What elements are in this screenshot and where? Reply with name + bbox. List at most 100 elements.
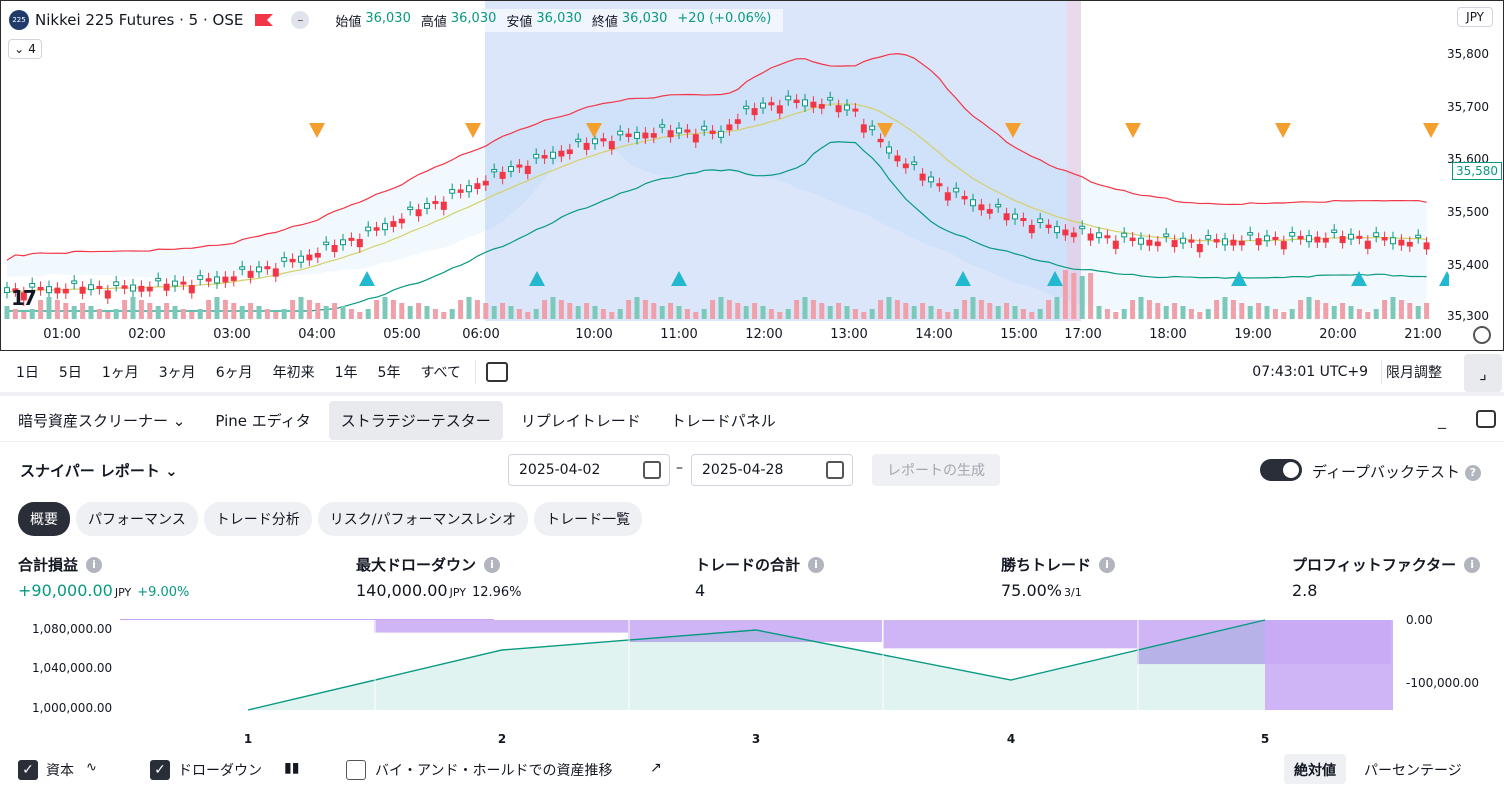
volume-bar [88,306,94,319]
symbol-legend: 225 Nikkei 225 Futures · 5 · OSE – 始値 36,… [9,7,784,33]
candle-body [449,189,456,194]
report-title[interactable]: スナイパー レポート ⌄ [20,462,178,480]
last-price-badge: 35,580 [1452,162,1502,180]
candle-body [482,180,489,186]
settings-gear-icon[interactable] [1473,326,1491,344]
candle-body [1222,238,1228,246]
volume-bar [1415,306,1421,319]
collapse-panel-icon[interactable]: ⌟ [1464,354,1502,392]
drawdown-checkbox[interactable]: ✓ [150,760,170,780]
volume-bar [29,309,35,319]
volume-bar [1205,309,1211,319]
tab-crypto-screener[interactable]: 暗号資産スクリーナー ⌄ [18,412,186,430]
date-separator: – [676,460,683,476]
chart-pane[interactable]: 225 Nikkei 225 Futures · 5 · OSE – 始値 36,… [0,0,1504,351]
volume-bar [1356,309,1362,319]
candle-body [62,288,69,294]
volume-bar [710,300,716,319]
candle-body [1012,213,1018,220]
minimize-icon[interactable]: _ [1438,410,1446,429]
range-3m[interactable]: 3ヶ月 [158,365,196,381]
buy-signal-marker [955,271,971,286]
volume-bar [1323,303,1329,319]
candle-body [768,102,775,106]
volume-bar [348,309,354,319]
subtab-risk-ratios[interactable]: リスク/パフォーマンスレシオ [317,502,529,536]
currency-button[interactable]: JPY [1457,7,1493,27]
indicator-collapse-button[interactable]: ⌄ 4 [8,39,42,59]
date-from-input[interactable]: 2025-04-02 [508,454,670,486]
range-all[interactable]: すべて [420,365,461,381]
tab-strategy-tester[interactable]: ストラテジーテスター [328,401,503,440]
price-label: 35,700 [1447,100,1489,114]
help-icon[interactable]: i [1099,556,1116,573]
minus-icon[interactable]: – [291,11,310,29]
maximize-icon[interactable] [1476,410,1496,428]
subtab-trade-list[interactable]: トレード一覧 [534,502,643,536]
candle-body [718,130,724,138]
range-ytd[interactable]: 年初来 [272,365,315,381]
help-icon[interactable]: ? [1464,464,1481,481]
volume-bar [172,306,178,319]
candle-body [1087,233,1094,241]
volume-bar [1155,303,1161,319]
percentage-button[interactable]: パーセンテージ [1364,763,1462,779]
range-5d[interactable]: 5日 [58,365,82,381]
help-icon[interactable]: i [484,556,501,573]
volume-bar [676,306,682,319]
equity-checkbox[interactable]: ✓ [18,760,38,780]
calendar-icon[interactable] [485,362,508,382]
tab-replay-trade[interactable]: リプレイトレード [520,412,641,430]
range-5y[interactable]: 5年 [377,365,401,381]
subtab-trade-analysis[interactable]: トレード分析 [203,502,312,536]
equity-svg[interactable] [0,606,1504,751]
clock-display[interactable]: 07:43:01 UTC+9 [1252,364,1368,380]
absolute-button[interactable]: 絶対値 [1284,754,1346,784]
candle-body [1280,241,1287,250]
volume-bar [1407,303,1413,319]
candle-body [625,133,632,137]
candle-body [583,142,590,150]
volume-bar [273,312,279,319]
help-icon[interactable]: i [86,556,103,573]
candle-body [289,258,296,263]
tab-pine-editor[interactable]: Pine エディタ [215,412,311,430]
equity-label: 資本 [46,763,74,779]
symbol-title[interactable]: Nikkei 225 Futures · 5 · OSE [35,11,244,29]
volume-bar [651,303,657,319]
help-icon[interactable]: i [808,556,825,573]
candle-body [1096,232,1102,239]
generate-report-button[interactable]: レポートの生成 [872,454,1000,486]
change-value: +20 (+0.06%) [677,10,772,26]
date-to-input[interactable]: 2025-04-28 [691,454,853,486]
candle-body [272,268,279,277]
volume-bar [642,300,648,319]
volume-bar [558,300,564,319]
help-icon[interactable]: i [1464,556,1481,573]
buyhold-checkbox[interactable] [346,760,366,780]
chevron-down-icon: ⌄ [165,462,178,480]
range-6m[interactable]: 6ヶ月 [215,365,253,381]
price-chart[interactable] [1,1,1449,321]
deep-backtest-toggle[interactable] [1260,459,1302,481]
range-1d[interactable]: 1日 [16,365,39,381]
candle-body [1314,236,1321,243]
subtab-overview[interactable]: 概要 [18,502,70,536]
equity-chart[interactable] [0,606,1504,751]
time-label: 05:00 [383,327,421,342]
time-label: 01:00 [43,327,81,342]
range-1m[interactable]: 1ヶ月 [101,365,139,381]
calendar-icon[interactable] [643,461,661,479]
range-1y[interactable]: 1年 [334,365,358,381]
volume-bar [1180,306,1186,319]
volume-bar [466,297,472,319]
tab-trading-panel[interactable]: トレードパネル [670,412,776,430]
flag-icon[interactable] [255,14,274,26]
candle-body [365,226,372,232]
calendar-icon[interactable] [826,461,844,479]
candle-body [1247,232,1254,236]
volume-bar [911,306,917,319]
candle-body [348,237,355,241]
contract-adjust-button[interactable]: 限月調整 [1386,365,1442,381]
subtab-performance[interactable]: パフォーマンス [76,502,198,536]
